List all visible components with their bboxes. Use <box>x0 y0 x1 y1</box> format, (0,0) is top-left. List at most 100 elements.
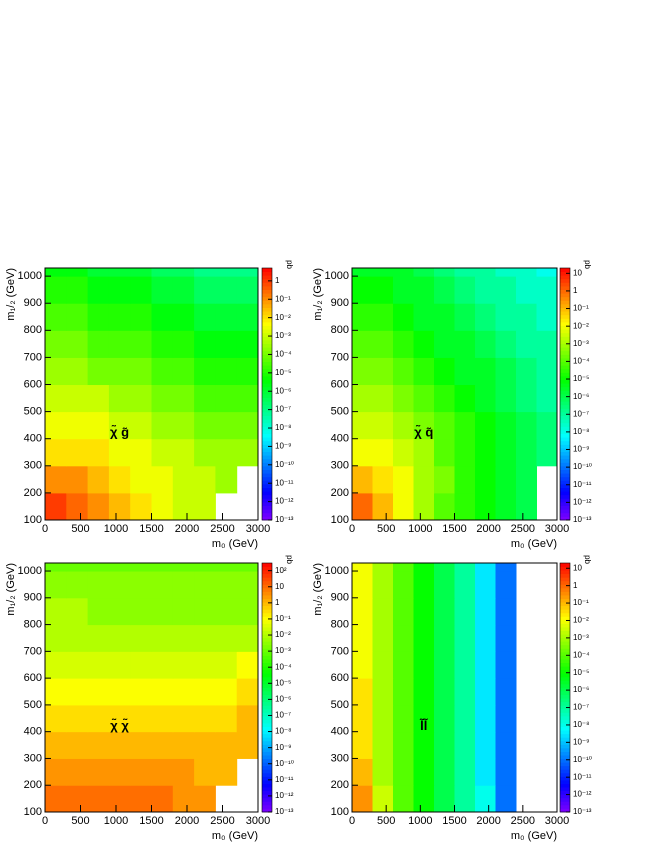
heat-cell <box>236 330 259 358</box>
heat-cell <box>372 303 394 331</box>
heat-cell <box>108 438 131 467</box>
y-tick-label: 900 <box>24 297 42 309</box>
x-tick-label: 0 <box>349 523 355 535</box>
colorbar-segment <box>262 383 272 388</box>
y-tick-label: 800 <box>331 618 349 630</box>
colorbar-segment <box>560 705 570 710</box>
heat-cell <box>172 758 195 786</box>
heat-cell <box>536 303 558 331</box>
colorbar-segment <box>560 797 570 802</box>
colorbar-segment <box>560 286 570 290</box>
colorbar-segment <box>262 755 272 760</box>
colorbar-segment <box>560 307 570 312</box>
x-tick-label: 0 <box>42 815 48 827</box>
colorbar-segment <box>262 307 272 312</box>
heat-cell <box>215 268 238 277</box>
heat-cell <box>372 597 394 626</box>
heat-cell <box>495 731 517 759</box>
colorbar-segment <box>262 433 272 438</box>
colorbar-segment <box>262 451 272 456</box>
heat-cell <box>393 704 414 733</box>
heat-cell <box>434 563 455 572</box>
colorbar-segment <box>560 683 570 688</box>
heat-cell <box>434 330 455 358</box>
heat-cell <box>516 411 537 440</box>
colorbar-segment <box>262 300 272 305</box>
heat-cell <box>475 571 496 599</box>
colorbar-segment <box>560 516 570 521</box>
colorbar-tick-label: 10⁻⁴ <box>275 350 292 359</box>
colorbar-tick-label: 10⁻³ <box>275 331 291 340</box>
heat-cell <box>516 384 537 413</box>
colorbar-tick-label: 10⁻⁹ <box>573 445 590 454</box>
heat-cell <box>151 465 174 494</box>
heat-cell <box>475 330 496 358</box>
colorbar-segment <box>560 282 570 287</box>
heat-cell <box>151 330 174 358</box>
heat-cell <box>130 303 152 331</box>
heat-cell <box>172 597 195 626</box>
heat-cell <box>434 357 455 386</box>
y-tick-label: 800 <box>331 324 349 336</box>
heat-cell <box>393 563 414 572</box>
colorbar-tick-label: 10⁻¹⁰ <box>573 462 592 471</box>
colorbar-segment <box>262 602 272 607</box>
heat-cell <box>172 563 195 572</box>
y-tick-label: 1000 <box>18 565 42 577</box>
heat-cell <box>194 597 216 626</box>
colorbar-segment <box>262 563 272 567</box>
colorbar-segment <box>560 634 570 639</box>
colorbar-segment <box>262 683 272 688</box>
colorbar-segment <box>262 476 272 481</box>
heat-cell <box>393 411 414 440</box>
colorbar-segment <box>262 616 272 621</box>
colorbar-segment <box>560 289 570 294</box>
colorbar-segment <box>262 350 272 355</box>
heat-cell <box>413 330 435 358</box>
colorbar-segment <box>262 644 272 649</box>
colorbar-unit: pb <box>285 260 294 269</box>
y-tick-label: 600 <box>331 672 349 684</box>
colorbar-segment <box>560 437 570 442</box>
heat-cell <box>87 303 110 331</box>
colorbar-tick-label: 10⁻² <box>573 321 589 330</box>
x-tick-label: 1000 <box>408 815 432 827</box>
heat-cell <box>495 438 517 467</box>
heat-cell <box>516 303 537 331</box>
colorbar-segment <box>560 383 570 388</box>
colorbar-segment <box>560 570 570 575</box>
heat-cell <box>236 678 259 706</box>
colorbar-tick-label: 10⁻⁶ <box>573 392 589 401</box>
heat-cell <box>151 651 174 679</box>
heat-cell <box>536 411 558 440</box>
colorbar-segment <box>262 573 272 578</box>
heat-cell <box>236 438 259 467</box>
colorbar-tick-label: 10⁻¹² <box>275 497 294 506</box>
heat-cell <box>194 268 216 277</box>
colorbar-segment <box>262 623 272 628</box>
y-tick-label: 400 <box>24 433 42 445</box>
colorbar-segment <box>262 466 272 470</box>
colorbar-segment <box>262 419 272 424</box>
heat-cell <box>236 357 259 386</box>
colorbar-unit: pb <box>583 260 592 269</box>
heat-cell <box>236 651 259 679</box>
colorbar-segment <box>560 687 570 692</box>
colorbar-segment <box>262 268 272 272</box>
colorbar-tick-label: 10⁻⁴ <box>573 650 590 659</box>
heat-cell <box>130 624 152 652</box>
x-tick-label: 500 <box>71 523 89 535</box>
y-tick-label: 200 <box>331 779 349 791</box>
heat-cell <box>45 571 67 599</box>
heat-cell <box>352 624 373 652</box>
heat-cell <box>130 276 152 304</box>
colorbar-segment <box>560 769 570 774</box>
colorbar-segment <box>262 680 272 685</box>
colorbar-segment <box>262 790 272 795</box>
colorbar-segment <box>262 484 272 488</box>
heat-cell <box>516 268 537 277</box>
heat-cell <box>475 563 496 572</box>
heat-cell <box>434 597 455 626</box>
colorbar-segment <box>262 318 272 323</box>
colorbar-segment <box>262 584 272 589</box>
